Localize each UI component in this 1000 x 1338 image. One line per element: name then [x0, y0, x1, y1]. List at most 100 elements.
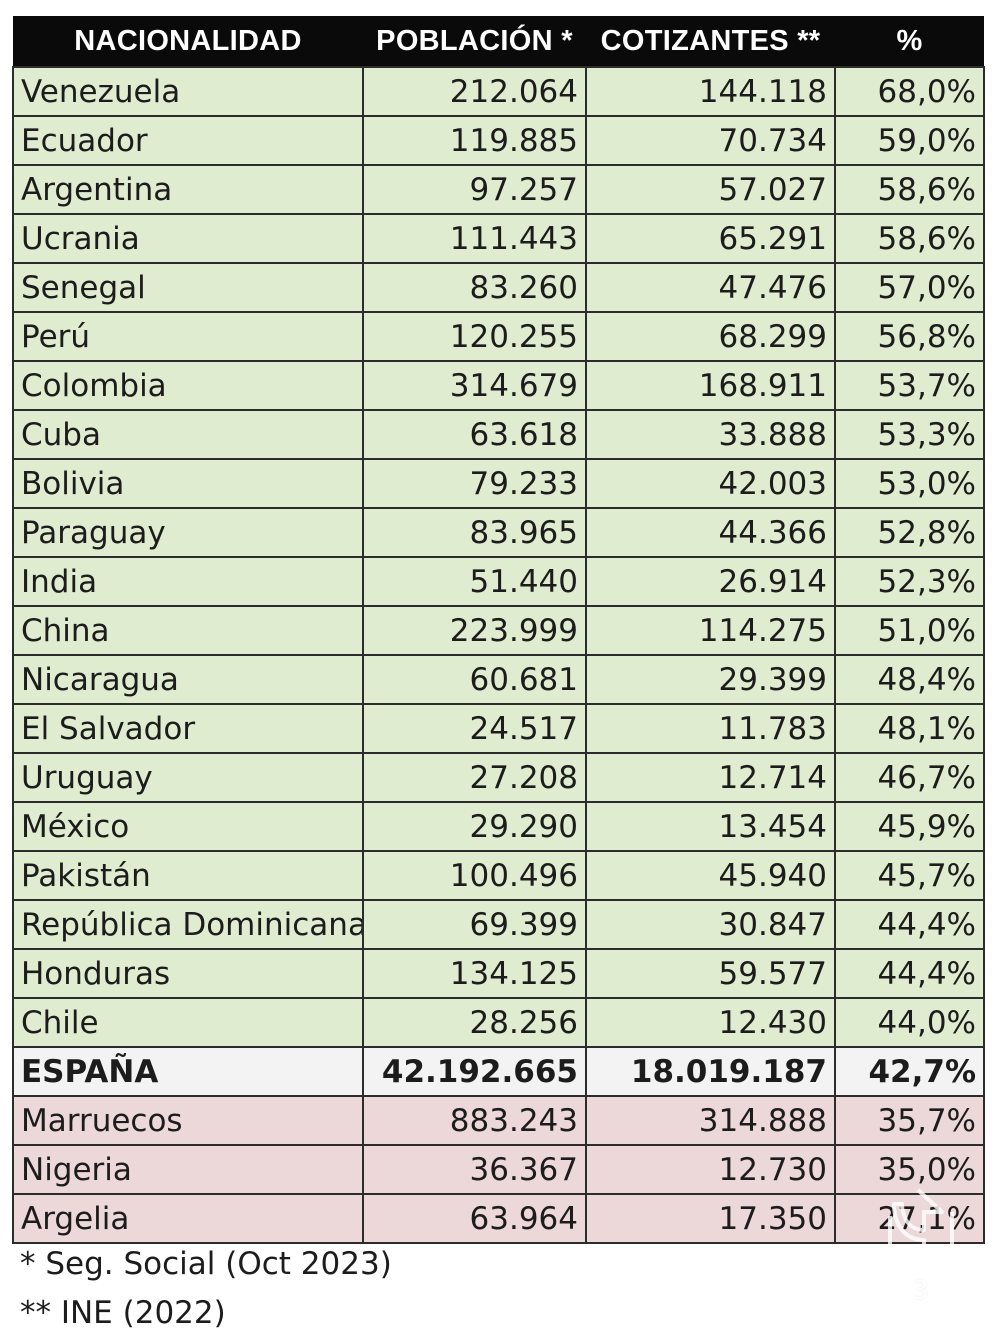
table-row: Venezuela 212.064 144.118 68,0% [12, 66, 985, 117]
cell-nacionalidad: Bolivia [12, 458, 364, 509]
table-row: Ucrania 111.443 65.291 58,6% [12, 213, 985, 264]
cell-nacionalidad: Senegal [12, 262, 364, 313]
cell-poblacion: 79.233 [362, 458, 587, 509]
cell-cotizantes: 26.914 [585, 556, 836, 607]
table-row: Perú 120.255 68.299 56,8% [12, 311, 985, 362]
cell-poblacion: 212.064 [362, 66, 587, 117]
cell-percent: 58,6% [834, 164, 985, 215]
cell-cotizantes: 45.940 [585, 850, 836, 901]
cell-cotizantes: 42.003 [585, 458, 836, 509]
cell-percent: 53,0% [834, 458, 985, 509]
cell-poblacion: 42.192.665 [362, 1046, 587, 1097]
cell-percent: 52,3% [834, 556, 985, 607]
cell-percent: 53,7% [834, 360, 985, 411]
table-row: ESPAÑA 42.192.665 18.019.187 42,7% [12, 1046, 985, 1097]
cell-nacionalidad: Honduras [12, 948, 364, 999]
cell-percent: 46,7% [834, 752, 985, 803]
cell-cotizantes: 59.577 [585, 948, 836, 999]
cell-nacionalidad: ESPAÑA [12, 1046, 364, 1097]
cell-poblacion: 60.681 [362, 654, 587, 705]
table-row: Argentina 97.257 57.027 58,6% [12, 164, 985, 215]
table-row: Nigeria 36.367 12.730 35,0% [12, 1144, 985, 1195]
cell-poblacion: 111.443 [362, 213, 587, 264]
cell-nacionalidad: Venezuela [12, 66, 364, 117]
header-row: NACIONALIDAD POBLACIÓN * COTIZANTES ** % [13, 16, 984, 67]
cell-percent: 45,7% [834, 850, 985, 901]
cell-cotizantes: 144.118 [585, 66, 836, 117]
cell-nacionalidad: Chile [12, 997, 364, 1048]
cell-nacionalidad: India [12, 556, 364, 607]
cell-cotizantes: 13.454 [585, 801, 836, 852]
cell-cotizantes: 44.366 [585, 507, 836, 558]
cell-nacionalidad: Nigeria [12, 1144, 364, 1195]
cell-poblacion: 36.367 [362, 1144, 587, 1195]
cell-cotizantes: 12.714 [585, 752, 836, 803]
table-row: El Salvador 24.517 11.783 48,1% [12, 703, 985, 754]
cell-poblacion: 83.260 [362, 262, 587, 313]
cell-poblacion: 28.256 [362, 997, 587, 1048]
header-cotizantes: COTIZANTES ** [586, 16, 835, 67]
table-row: República Dominicana 69.399 30.847 44,4% [12, 899, 985, 950]
table-row: Pakistán 100.496 45.940 45,7% [12, 850, 985, 901]
table-row: Bolivia 79.233 42.003 53,0% [12, 458, 985, 509]
cell-percent: 35,0% [834, 1144, 985, 1195]
cell-percent: 35,7% [834, 1095, 985, 1146]
cell-percent: 57,0% [834, 262, 985, 313]
table-row: Senegal 83.260 47.476 57,0% [12, 262, 985, 313]
cell-percent: 44,4% [834, 899, 985, 950]
cell-cotizantes: 314.888 [585, 1095, 836, 1146]
cell-poblacion: 29.290 [362, 801, 587, 852]
cell-cotizantes: 11.783 [585, 703, 836, 754]
footnote-cotizantes-source: ** INE (2022) [20, 1295, 226, 1331]
cell-cotizantes: 12.730 [585, 1144, 836, 1195]
cell-nacionalidad: El Salvador [12, 703, 364, 754]
cell-percent: 48,4% [834, 654, 985, 705]
cell-nacionalidad: Argelia [12, 1193, 364, 1244]
cell-cotizantes: 168.911 [585, 360, 836, 411]
footnote-poblacion-source: * Seg. Social (Oct 2023) [20, 1246, 392, 1282]
cell-percent: 45,9% [834, 801, 985, 852]
cell-cotizantes: 12.430 [585, 997, 836, 1048]
table-header: NACIONALIDAD POBLACIÓN * COTIZANTES ** % [13, 16, 984, 67]
cell-nacionalidad: Marruecos [12, 1095, 364, 1146]
header-percent: % [835, 16, 984, 67]
table-row: México 29.290 13.454 45,9% [12, 801, 985, 852]
table-row: India 51.440 26.914 52,3% [12, 556, 985, 607]
cell-nacionalidad: Ucrania [12, 213, 364, 264]
cell-poblacion: 51.440 [362, 556, 587, 607]
cell-nacionalidad: República Dominicana [12, 899, 364, 950]
table-row: Chile 28.256 12.430 44,0% [12, 997, 985, 1048]
cell-cotizantes: 47.476 [585, 262, 836, 313]
table-row: Paraguay 83.965 44.366 52,8% [12, 507, 985, 558]
cell-poblacion: 120.255 [362, 311, 587, 362]
cell-percent: 48,1% [834, 703, 985, 754]
table-row: Marruecos 883.243 314.888 35,7% [12, 1095, 985, 1146]
cell-poblacion: 119.885 [362, 115, 587, 166]
cell-poblacion: 314.679 [362, 360, 587, 411]
data-table-container: NACIONALIDAD POBLACIÓN * COTIZANTES ** %… [12, 16, 985, 1244]
table-row: Uruguay 27.208 12.714 46,7% [12, 752, 985, 803]
cell-poblacion: 83.965 [362, 507, 587, 558]
cell-cotizantes: 30.847 [585, 899, 836, 950]
cell-nacionalidad: Paraguay [12, 507, 364, 558]
cell-poblacion: 134.125 [362, 948, 587, 999]
cell-poblacion: 27.208 [362, 752, 587, 803]
table-row: Cuba 63.618 33.888 53,3% [12, 409, 985, 460]
cell-percent: 52,8% [834, 507, 985, 558]
footnotes: * Seg. Social (Oct 2023) ** INE (2022) [20, 1240, 392, 1338]
cell-poblacion: 883.243 [362, 1095, 587, 1146]
table-row: Honduras 134.125 59.577 44,4% [12, 948, 985, 999]
cell-cotizantes: 33.888 [585, 409, 836, 460]
cell-nacionalidad: Cuba [12, 409, 364, 460]
cell-nacionalidad: Ecuador [12, 115, 364, 166]
cell-nacionalidad: China [12, 605, 364, 656]
cell-poblacion: 24.517 [362, 703, 587, 754]
cell-cotizantes: 17.350 [585, 1193, 836, 1244]
table-row: Argelia 63.964 17.350 27,1% [12, 1193, 985, 1244]
cell-cotizantes: 68.299 [585, 311, 836, 362]
cell-percent: 42,7% [834, 1046, 985, 1097]
table-row: Ecuador 119.885 70.734 59,0% [12, 115, 985, 166]
nationality-table: NACIONALIDAD POBLACIÓN * COTIZANTES ** %… [12, 16, 985, 1244]
cell-percent: 44,0% [834, 997, 985, 1048]
cell-cotizantes: 70.734 [585, 115, 836, 166]
